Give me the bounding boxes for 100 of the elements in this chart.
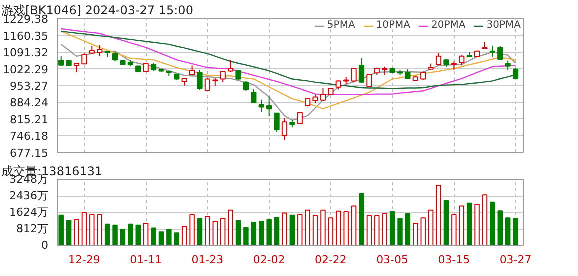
bar (205, 216, 210, 246)
bar (398, 218, 403, 246)
bar (336, 210, 342, 246)
bar (120, 228, 126, 246)
bar (190, 214, 195, 246)
bar (466, 202, 472, 246)
x-tick-label: 02-02 (253, 254, 286, 266)
candlestick (251, 89, 257, 104)
candlestick (336, 80, 342, 90)
candlestick (459, 54, 465, 66)
bar (266, 219, 272, 246)
candlestick (498, 46, 504, 61)
bar (444, 200, 450, 246)
y-tick-label: 1091.32 (3, 46, 49, 60)
candlestick (220, 70, 226, 83)
legend-label: 20PMA (432, 20, 466, 31)
bar (228, 210, 234, 246)
bar (174, 232, 180, 246)
candlestick (266, 96, 272, 118)
candlestick (143, 62, 149, 73)
candlestick (243, 80, 250, 92)
y-tick-label: 677.15 (10, 147, 49, 160)
bar (298, 214, 303, 246)
y-tick-label: 2436万 (10, 190, 49, 202)
bar (405, 214, 411, 246)
bar (66, 220, 72, 246)
bar (136, 224, 141, 246)
bar (58, 214, 64, 246)
candlestick (189, 65, 196, 76)
bar (474, 204, 480, 246)
line-series (60, 44, 516, 122)
bar (374, 215, 380, 246)
bar (166, 228, 172, 246)
bar (151, 228, 156, 246)
candlestick (58, 56, 64, 67)
bar (182, 226, 188, 246)
bar (236, 220, 242, 246)
bar (143, 223, 149, 246)
bar (197, 218, 203, 246)
y-tick-label: 1160.35 (3, 30, 49, 43)
candlestick (112, 52, 118, 62)
bar (212, 221, 218, 246)
candlestick (197, 70, 203, 90)
bar (513, 218, 518, 246)
legend-label: 10PMA (376, 20, 411, 31)
candlestick (82, 52, 88, 65)
bar (320, 210, 326, 246)
candlestick (282, 118, 288, 141)
bar (244, 227, 249, 246)
bar (436, 185, 442, 246)
bar (305, 210, 310, 246)
x-tick-label: 01-23 (192, 254, 224, 266)
bar (505, 218, 511, 246)
bar (112, 224, 118, 246)
bar (97, 214, 102, 246)
bar (390, 211, 396, 246)
x-tick-label: 02-22 (314, 254, 347, 266)
candlestick (358, 58, 365, 84)
legend-label: 30PMA (486, 20, 521, 31)
candlestick (274, 112, 280, 133)
x-tick-label: 01-11 (130, 254, 162, 266)
bar (482, 194, 488, 246)
bar (328, 218, 334, 246)
bar (258, 221, 264, 246)
candlestick (258, 99, 264, 113)
bar (220, 218, 226, 246)
bar (290, 214, 296, 246)
candlestick (505, 60, 511, 71)
x-tick-label: 03-15 (438, 254, 470, 266)
candlestick (512, 68, 519, 80)
bar (413, 223, 418, 246)
candlestick (204, 78, 211, 92)
y-tick-label: 812万 (16, 222, 49, 236)
bar (251, 222, 257, 246)
bar (351, 206, 357, 246)
bar (452, 214, 457, 246)
bar (420, 218, 426, 246)
y-tick-label: 1022.29 (3, 63, 49, 76)
legend-label: 5PMA (327, 20, 356, 31)
y-tick-label: 953.27 (10, 80, 49, 93)
y-tick-label: 1624万 (10, 206, 49, 219)
bar (344, 211, 349, 246)
bar (104, 224, 110, 246)
y-tick-label: 746.18 (10, 130, 49, 144)
bar (382, 214, 388, 246)
candlestick (436, 52, 442, 66)
candlestick (490, 46, 496, 58)
candlestick (351, 68, 357, 82)
bar (274, 217, 280, 246)
candlestick (366, 74, 372, 88)
bar (498, 210, 504, 246)
y-tick-label: 815.21 (10, 114, 49, 126)
bar (359, 193, 364, 246)
bar (428, 210, 434, 246)
bar (490, 202, 496, 246)
bar (158, 232, 164, 246)
bar (128, 224, 134, 246)
y-tick-label: 0 (42, 239, 48, 252)
line-series (60, 30, 516, 110)
x-tick-label: 12-29 (68, 254, 100, 266)
